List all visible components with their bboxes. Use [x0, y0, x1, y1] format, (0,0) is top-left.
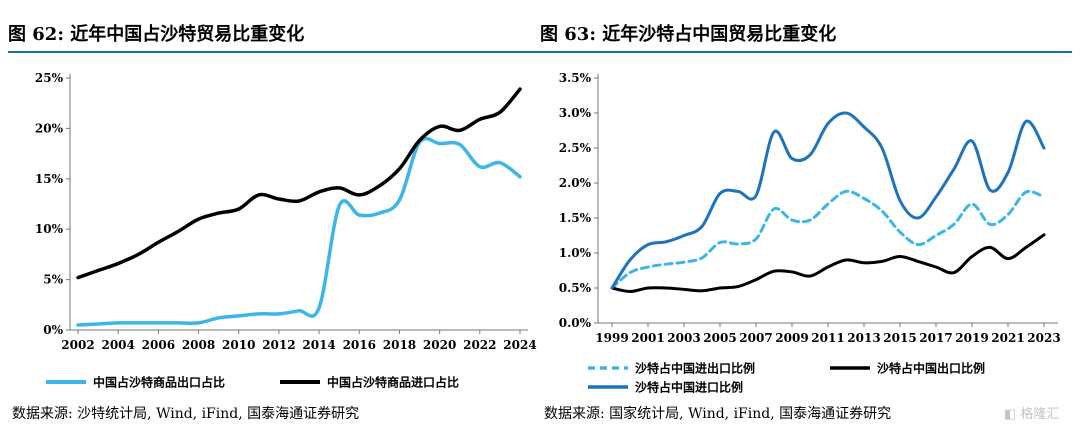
right-figure-title: 图 63: 近年沙特占中国贸易比重变化: [540, 24, 837, 45]
left-title-rule: [8, 51, 540, 53]
left-y-tick-label: 20%: [35, 121, 64, 135]
left-figure-title: 图 62: 近年中国占沙特贸易比重变化: [8, 24, 305, 45]
left-x-tick-label: 2008: [182, 338, 215, 352]
left-source-note: 数据来源: 沙特统计局, Wind, iFind, 国泰海通证券研究: [12, 406, 360, 422]
left-y-tick-label: 0%: [43, 323, 63, 337]
left-x-tick-label: 2004: [101, 338, 134, 352]
left-y-tick-label: 15%: [35, 172, 64, 186]
left-x-tick-label: 2016: [343, 338, 376, 352]
right-x-tick-label: 2003: [667, 331, 700, 345]
left-y-tick-label: 10%: [35, 222, 64, 236]
right-y-tick-label: 3.0%: [559, 106, 592, 120]
right-x-tick-label: 2017: [919, 331, 952, 345]
left-x-tick-label: 2020: [423, 338, 456, 352]
right-series-line-2: [610, 233, 1046, 293]
right-x-tick-label: 2013: [847, 331, 880, 345]
right-x-tick-label: 2007: [739, 331, 772, 345]
left-x-tick-label: 2022: [463, 338, 496, 352]
right-y-tick-label: 1.5%: [559, 211, 592, 225]
right-x-tick-label: 2023: [1027, 331, 1060, 345]
left-x-tick-label: 2024: [503, 338, 536, 352]
right-y-tick-label: 2.5%: [559, 141, 592, 155]
right-legend-label-1: 沙特占中国进出口比例: [635, 361, 755, 376]
right-y-tick-label: 2.0%: [559, 176, 592, 190]
left-y-tick-label: 25%: [35, 71, 64, 85]
right-x-tick-label: 2015: [883, 331, 916, 345]
left-x-tick-label: 2006: [142, 338, 175, 352]
left-series-line-2: [76, 87, 522, 280]
left-x-tick-label: 2010: [222, 338, 255, 352]
right-series-line-3: [610, 111, 1046, 290]
right-x-tick-label: 2019: [955, 331, 988, 345]
left-y-tick-label: 5%: [43, 273, 63, 287]
right-legend-label-3: 沙特占中国进口比例: [635, 380, 743, 395]
right-y-tick-label: 1.0%: [559, 246, 592, 260]
left-x-tick-label: 2012: [262, 338, 295, 352]
left-x-tick-label: 2002: [61, 338, 94, 352]
right-series-line-1: [610, 189, 1046, 290]
left-chart: 0% 5% 10% 15% 20% 25% 2002 2004 2006 2008 2010 2012…: [35, 71, 537, 390]
watermark-text: 格隆汇: [1020, 407, 1060, 422]
right-source-note: 数据来源: 国家统计局, Wind, iFind, 国泰海通证券研究: [544, 406, 892, 422]
left-series-line-1: [76, 136, 522, 327]
right-figure: 图 63: 近年沙特占中国贸易比重变化 0.0% 0.5% 1.0% 1.5% 2.0%…: [540, 0, 1072, 431]
watermark-logo: ◧ 格隆汇: [1004, 407, 1060, 422]
right-x-tick-label: 2001: [631, 331, 664, 345]
right-title-rule: [540, 51, 1072, 53]
right-y-tick-label: 0.5%: [559, 281, 592, 295]
right-chart: 0.0% 0.5% 1.0% 1.5% 2.0% 2.5% 3.0% 3.5% 1999 2001…: [559, 71, 1061, 395]
left-figure: 图 62: 近年中国占沙特贸易比重变化 0% 5% 10% 15% 20% 25% 2002…: [8, 0, 540, 431]
right-x-tick-label: 1999: [595, 331, 628, 345]
right-x-tick-label: 2021: [991, 331, 1024, 345]
right-y-tick-label: 3.5%: [559, 71, 592, 85]
right-x-tick-label: 2011: [811, 331, 844, 345]
left-x-tick-label: 2018: [383, 338, 416, 352]
right-x-tick-label: 2005: [703, 331, 736, 345]
right-legend-label-2: 沙特占中国出口比例: [877, 361, 985, 376]
left-legend-label-2: 中国占沙特商品进口占比: [327, 375, 459, 390]
left-legend-label-1: 中国占沙特商品出口占比: [93, 375, 225, 390]
left-x-tick-label: 2014: [302, 338, 335, 352]
right-y-tick-label: 0.0%: [559, 316, 592, 330]
right-x-tick-label: 2009: [775, 331, 808, 345]
